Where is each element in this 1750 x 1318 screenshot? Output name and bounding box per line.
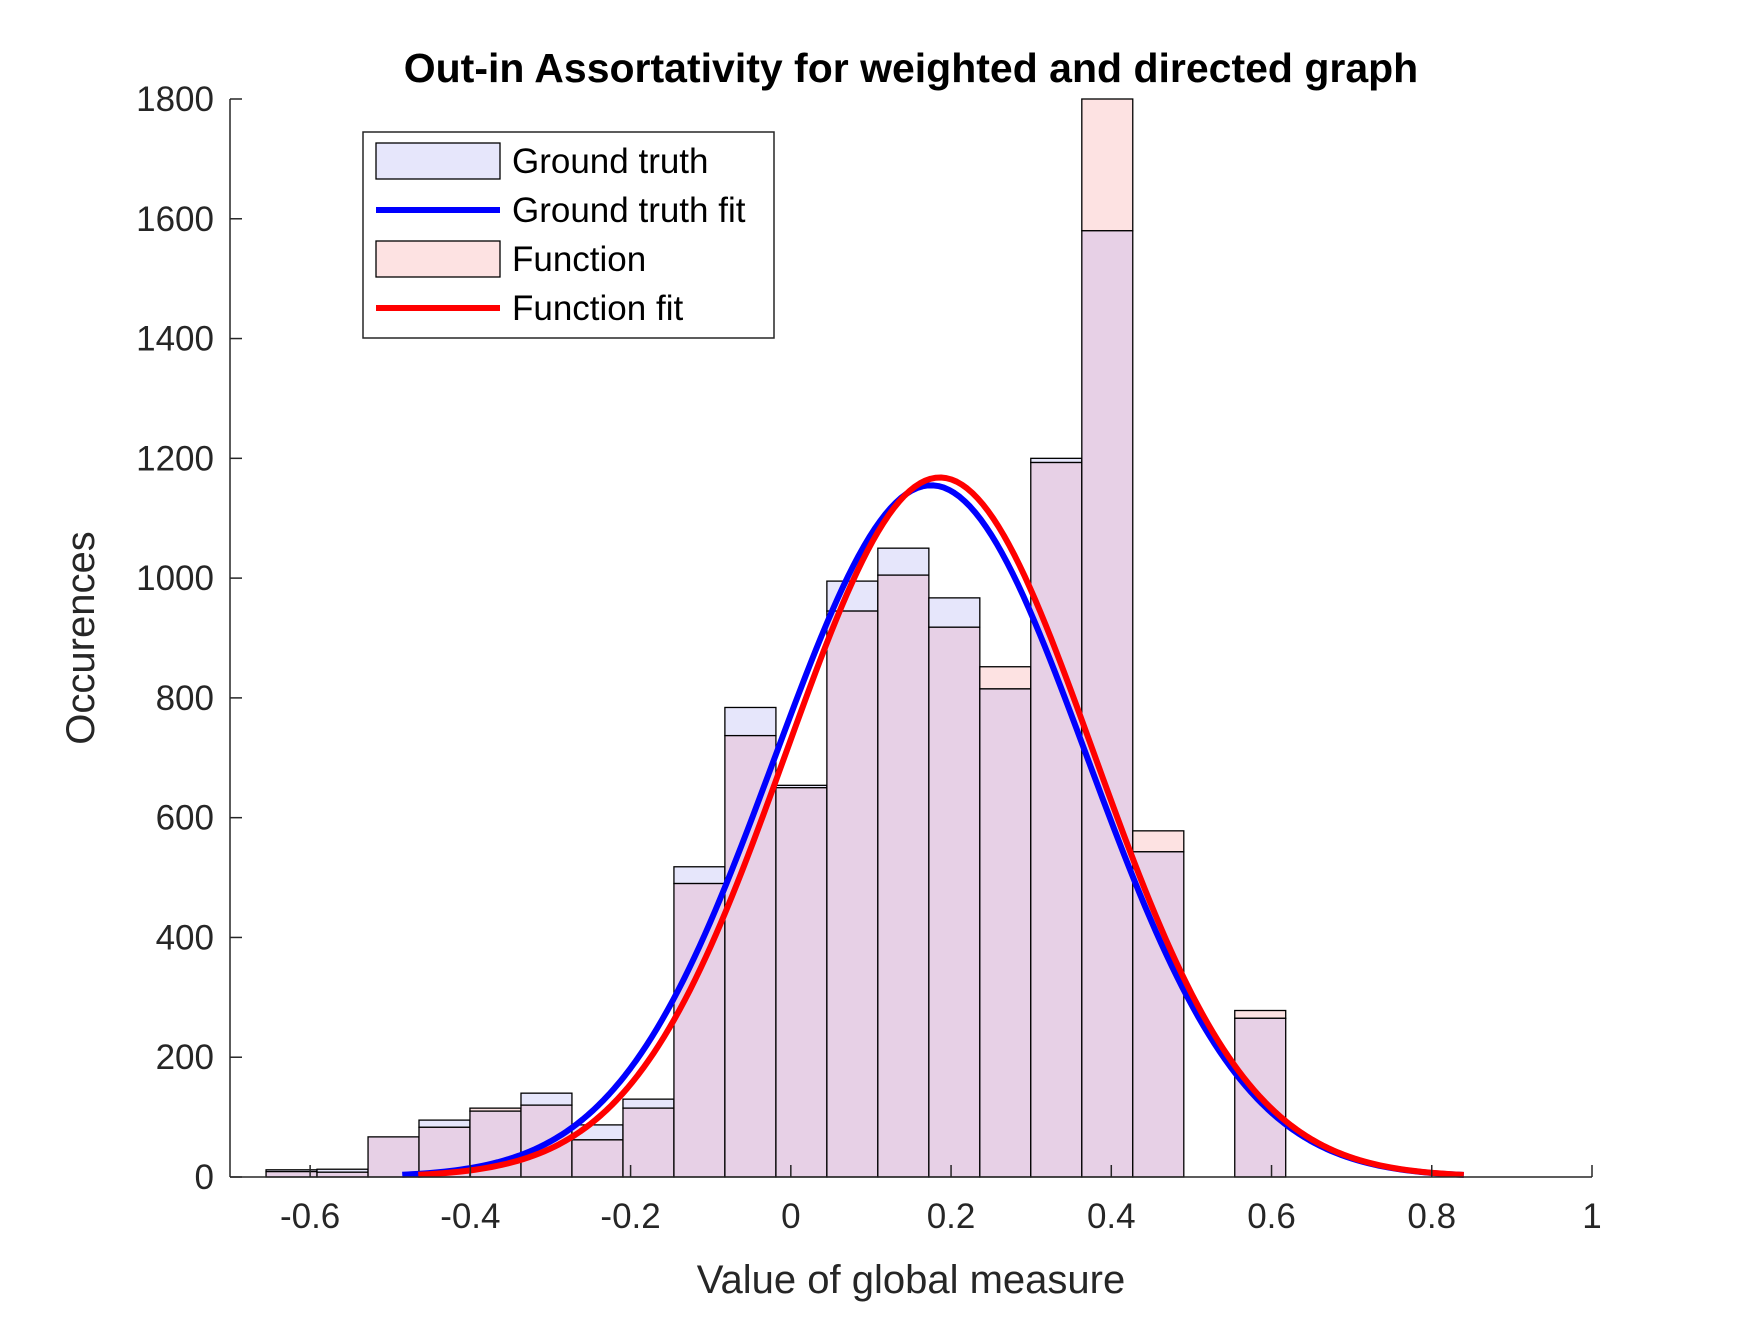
histogram-bin xyxy=(1030,457,1083,1178)
histogram-bin xyxy=(622,1098,675,1178)
histogram-bin xyxy=(1081,98,1134,1178)
x-ticks: -0.6 -0.4 -0.2 0 0.2 0.4 0.6 0.8 1 xyxy=(280,1165,1602,1236)
legend-items: Ground truth Ground truth fit Function Func… xyxy=(375,142,746,328)
overlap-bar xyxy=(775,787,828,1178)
x-tick-label: 0.4 xyxy=(1087,1197,1136,1236)
histogram-bin xyxy=(265,1169,318,1178)
legend-label: Ground truth xyxy=(512,142,709,181)
x-tick-label: 1 xyxy=(1582,1197,1601,1236)
function-bar xyxy=(1234,1009,1287,1019)
overlap-bar xyxy=(877,574,930,1178)
legend-item: Ground truth xyxy=(375,142,709,181)
legend-item: Ground truth fit xyxy=(376,191,746,230)
function-fit-line xyxy=(418,474,1464,1178)
legend-swatch xyxy=(375,142,501,180)
function-bar xyxy=(979,666,1032,690)
overlap-bar xyxy=(622,1107,675,1178)
legend-swatch xyxy=(375,240,501,278)
chart-title: Out-in Assortativity for weighted and di… xyxy=(404,45,1418,91)
y-tick-label: 1800 xyxy=(136,80,214,119)
function-bar xyxy=(1081,98,1134,232)
overlap-bar xyxy=(1081,230,1134,1178)
legend-item: Function fit xyxy=(376,289,683,328)
ground-truth-bar xyxy=(418,1119,471,1128)
histogram-bin xyxy=(826,580,879,1178)
overlap-bar xyxy=(571,1139,624,1178)
histogram-bin xyxy=(877,547,930,1178)
y-tick-label: 1200 xyxy=(136,439,214,478)
overlap-bar xyxy=(979,688,1032,1178)
x-tick-label: 0 xyxy=(781,1197,800,1236)
overlap-bar xyxy=(1030,461,1083,1178)
y-tick-label: 1400 xyxy=(136,320,214,359)
x-axis-title: Value of global measure xyxy=(697,1258,1125,1302)
ground-truth-bar xyxy=(877,547,930,576)
y-axis-title: Occurences xyxy=(59,531,103,744)
y-tick-label: 800 xyxy=(156,679,214,718)
x-tick-label: -0.4 xyxy=(440,1197,500,1236)
y-tick-label: 200 xyxy=(156,1038,214,1077)
legend: Ground truth Ground truth fit Function Func… xyxy=(362,131,775,339)
legend-label: Function xyxy=(512,240,646,279)
histogram-bin xyxy=(367,1136,420,1178)
function-bar xyxy=(1132,830,1185,853)
ground-truth-bar xyxy=(724,706,777,737)
histogram-bin xyxy=(316,1168,369,1178)
x-tick-label: 0.2 xyxy=(927,1197,976,1236)
overlap-bar xyxy=(928,626,981,1178)
legend-label: Ground truth fit xyxy=(512,191,746,230)
x-tick-label: -0.2 xyxy=(600,1197,660,1236)
axes xyxy=(229,99,1592,1178)
overlap-bar xyxy=(265,1170,318,1178)
x-tick-label: 0.8 xyxy=(1407,1197,1456,1236)
ground-truth-bar xyxy=(928,597,981,628)
y-ticks: 0 200 400 600 800 1000 1200 1400 1600 1800 xyxy=(136,80,242,1197)
y-tick-label: 1600 xyxy=(136,200,214,239)
y-tick-label: 400 xyxy=(156,918,214,957)
x-tick-label: -0.6 xyxy=(280,1197,340,1236)
x-tick-label: 0.6 xyxy=(1247,1197,1296,1236)
legend-label: Function fit xyxy=(512,289,683,328)
y-tick-label: 1000 xyxy=(136,559,214,598)
overlap-bar xyxy=(367,1136,420,1178)
bars-layer xyxy=(265,98,1287,1178)
legend-item: Function xyxy=(375,240,646,279)
fit-curves-layer xyxy=(402,474,1464,1178)
ground-truth-bar xyxy=(673,866,726,885)
y-tick-label: 0 xyxy=(195,1158,214,1197)
y-tick-label: 600 xyxy=(156,799,214,838)
ground-truth-bar xyxy=(622,1098,675,1109)
histogram-bin xyxy=(928,597,981,1178)
overlap-bar xyxy=(826,610,879,1178)
ground-truth-bar xyxy=(520,1092,573,1106)
histogram-bin xyxy=(775,784,828,1178)
histogram-bin xyxy=(979,666,1032,1178)
